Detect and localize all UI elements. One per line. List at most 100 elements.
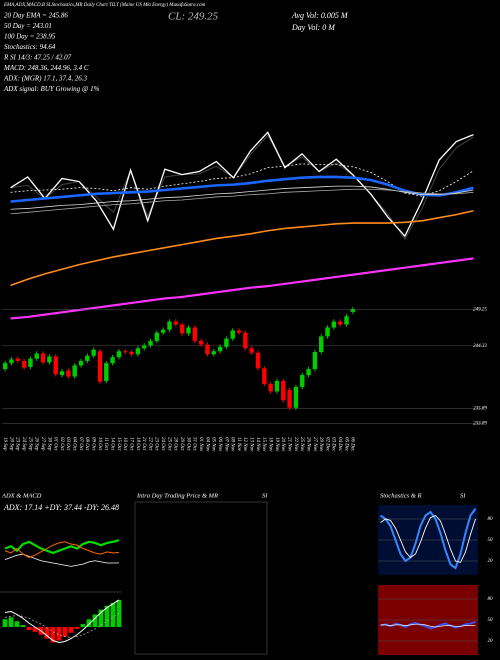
line-series — [4, 599, 120, 643]
y-tick-label: 20 — [488, 639, 494, 644]
candle-body — [255, 352, 261, 369]
x-tick-label: 03 Oct — [65, 437, 70, 451]
candle-body — [192, 327, 198, 341]
x-tick-label: 07 Nov — [223, 437, 228, 452]
x-tick-label: 13 Nov — [249, 437, 254, 452]
panel-title: Intra Day Trading Price & MR — [136, 492, 218, 499]
candle-body — [116, 351, 122, 358]
x-tick-label: 27 Sep — [40, 437, 45, 451]
x-tick-label: 27 Nov — [312, 437, 317, 452]
x-tick-label: 21 Oct — [141, 437, 146, 451]
x-tick-label: 25 Oct — [166, 437, 171, 451]
candle-body — [205, 344, 210, 355]
histogram-bar — [56, 627, 62, 641]
candle-body — [9, 359, 14, 364]
histogram-bar — [110, 602, 116, 627]
candle-body — [47, 356, 52, 363]
candle-body — [97, 351, 103, 382]
line-series — [379, 508, 477, 570]
panel-title: ADX & MACD — [1, 492, 42, 499]
info-line: 20 Day EMA = 245.86 — [4, 12, 68, 20]
info-line: 50 Day = 243.01 — [4, 22, 52, 30]
x-tick-label: 09 Oct — [91, 437, 96, 451]
x-tick-label: 12 Nov — [242, 437, 247, 452]
x-tick-label: 30 Sep — [46, 437, 51, 451]
x-tick-label: 19 Sep — [2, 437, 7, 451]
histogram-bar — [92, 614, 98, 627]
candle-body — [179, 324, 185, 334]
histogram-bar — [32, 627, 38, 632]
adx-subtitle: ADX: 17.14 +DY: 37.44 -DY: 26.48 — [3, 503, 119, 512]
x-tick-label: 21 Nov — [286, 437, 291, 452]
candle-body — [148, 340, 153, 346]
candle-body — [154, 332, 160, 341]
histogram-bar — [50, 627, 56, 643]
candle-body — [312, 352, 318, 370]
histogram-bar — [68, 627, 74, 633]
histogram-bar — [8, 617, 14, 627]
candle-body — [262, 368, 267, 384]
line-series — [10, 175, 474, 203]
candle-body — [167, 321, 172, 330]
candle-body — [211, 351, 216, 355]
candle-body — [129, 352, 134, 355]
candle-body — [15, 358, 21, 361]
x-tick-label: 08 Oct — [84, 437, 89, 451]
candle-body — [249, 348, 254, 353]
x-tick-label: 20 Nov — [280, 437, 285, 452]
x-tick-label: 08 Nov — [230, 437, 235, 452]
candle-body — [34, 353, 39, 359]
info-line: Stochastics: 94.64 — [4, 43, 56, 51]
x-tick-label: 11 Oct — [103, 437, 108, 451]
candle-body — [300, 375, 305, 387]
x-tick-label: 02 Dec — [324, 437, 329, 452]
candle-body — [217, 346, 223, 352]
info-line: 100 Day = 238.95 — [4, 33, 56, 41]
avg-vol: Avg Vol: 0.005 M — [291, 11, 349, 20]
candle-body — [186, 327, 191, 334]
candle-body — [268, 383, 273, 392]
histogram-bar — [98, 609, 104, 627]
line-series — [10, 257, 474, 320]
candle-body — [66, 370, 71, 377]
x-tick-label: 31 Oct — [192, 437, 197, 451]
line-series — [10, 188, 474, 215]
candle-body — [135, 348, 141, 355]
x-tick-label: 07 Oct — [78, 437, 83, 451]
candle-body — [85, 355, 90, 361]
x-tick-label: 26 Nov — [305, 437, 310, 452]
candle-body — [160, 329, 166, 333]
candle-body — [28, 358, 33, 367]
line-series — [380, 623, 476, 628]
line-series — [380, 514, 476, 563]
histogram-bar — [74, 627, 80, 629]
line-series — [10, 131, 474, 238]
x-tick-label: 30 Oct — [185, 437, 190, 451]
x-tick-label: 01 Nov — [198, 437, 203, 452]
x-tick-label: 24 Sep — [21, 437, 26, 451]
x-tick-label: 04 Nov — [204, 437, 209, 452]
candle-body — [236, 330, 242, 333]
x-tick-label: 03 Dec — [331, 437, 336, 452]
histogram-bar — [62, 627, 68, 637]
candle-body — [293, 386, 299, 408]
x-tick-label: 25 Nov — [299, 437, 304, 452]
line-series — [4, 541, 120, 558]
y-tick-label: 235.89 — [473, 407, 487, 412]
candle-body — [78, 360, 84, 366]
y-tick-label: 233.89 — [473, 422, 487, 427]
candle-body — [243, 332, 248, 349]
candle-body — [344, 316, 349, 325]
candle-body — [104, 363, 109, 381]
line-series — [10, 163, 474, 197]
candle-body — [306, 369, 311, 376]
candle-body — [337, 321, 343, 325]
y-tick-label: 50 — [488, 618, 494, 623]
x-tick-label: 29 Nov — [318, 437, 323, 452]
histogram-bar — [20, 625, 26, 627]
histogram-bar — [2, 619, 8, 627]
panel-title: SI — [460, 492, 466, 499]
x-tick-label: 19 Nov — [274, 437, 279, 452]
x-tick-label: 24 Oct — [160, 437, 165, 451]
x-tick-label: 20 Sep — [8, 437, 13, 451]
